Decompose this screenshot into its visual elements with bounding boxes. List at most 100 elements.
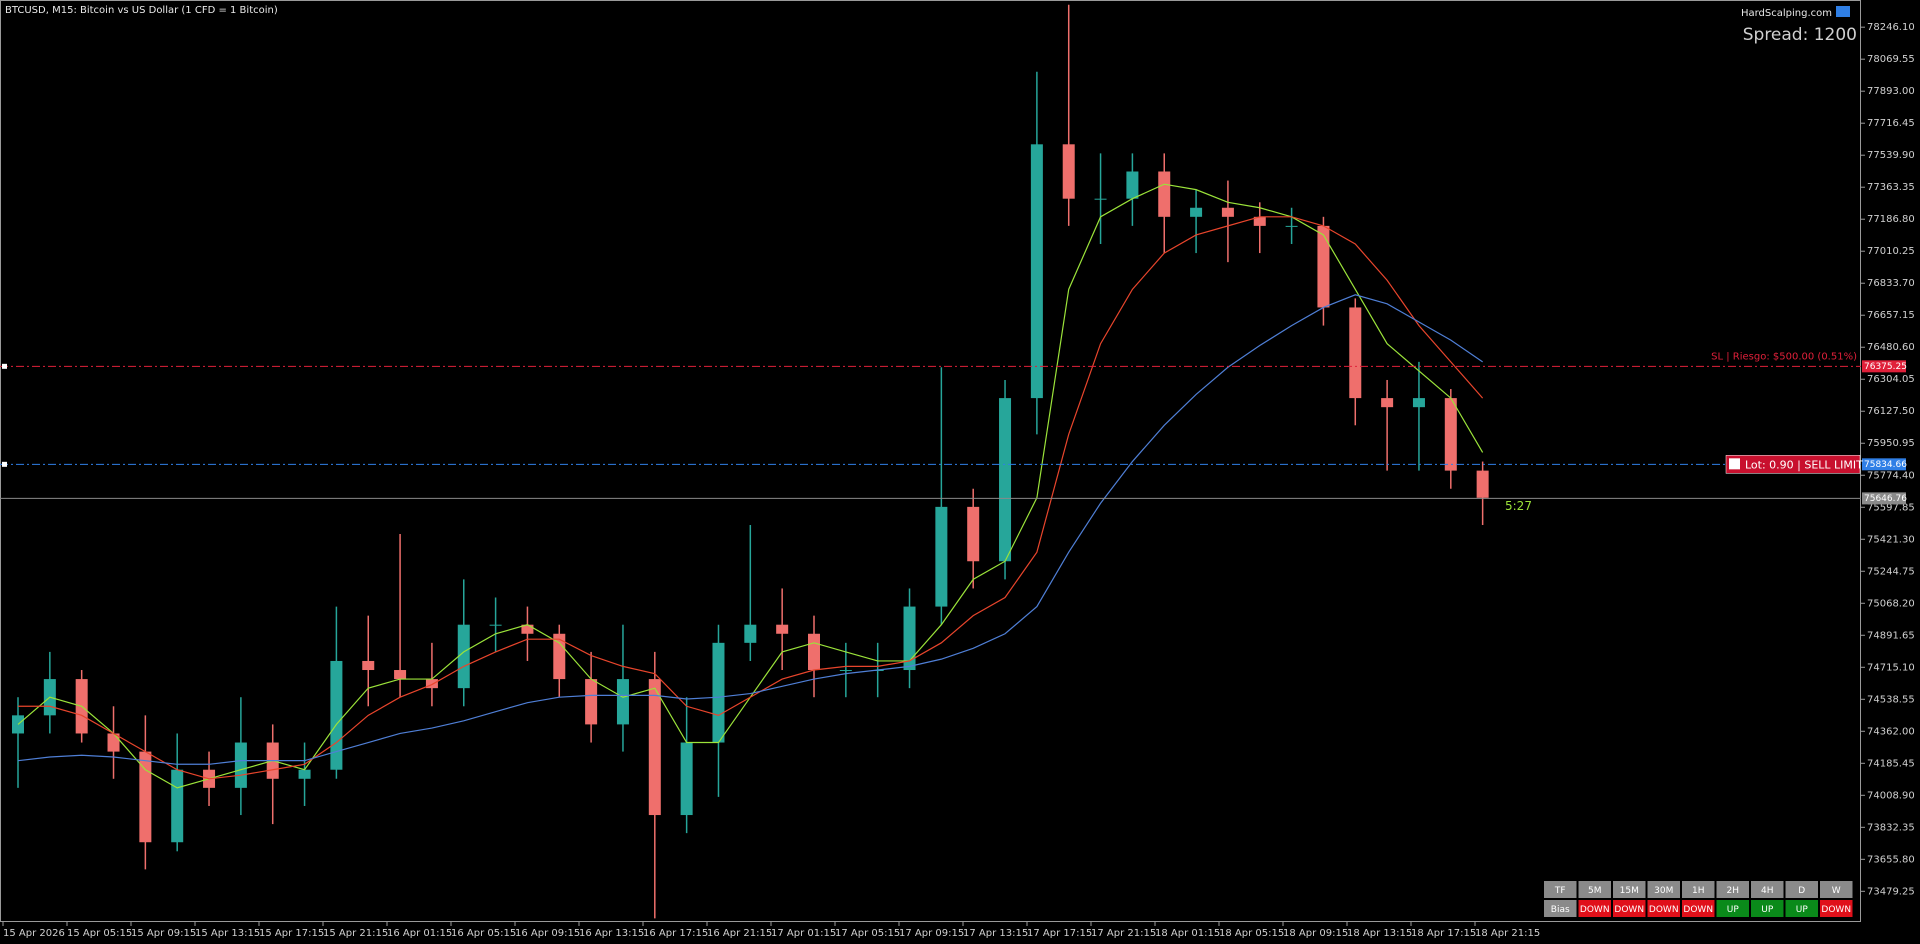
bias-cell	[1613, 881, 1646, 898]
x-tick-label: 17 Apr 13:15	[963, 928, 1028, 939]
bias-cell-text: UP	[1727, 905, 1740, 915]
order-check	[1729, 458, 1740, 470]
bias-cell	[1820, 900, 1853, 917]
y-tick-label: 73655.80	[1867, 854, 1915, 865]
plot-frame	[0, 0, 1861, 922]
bias-cell	[1751, 900, 1784, 917]
moving-average	[17, 294, 1483, 765]
candle-body	[1190, 207, 1203, 217]
bias-cell-text: 5M	[1588, 886, 1602, 896]
candle-body	[1317, 225, 1330, 308]
order-box[interactable]	[1725, 455, 1861, 474]
x-tick-label: 16 Apr 17:15	[643, 928, 708, 939]
candle-body	[935, 506, 948, 607]
brand-icon	[1836, 6, 1850, 17]
candle-body	[1444, 398, 1457, 471]
candle-body	[1221, 207, 1234, 217]
level-handle	[2, 461, 7, 467]
x-tick-label: 18 Apr 01:15	[1155, 928, 1220, 939]
y-tick-label: 77186.80	[1867, 214, 1915, 225]
x-tick-label: 17 Apr 05:15	[835, 928, 900, 939]
bias-cell-text: W	[1832, 886, 1841, 896]
bias-cell	[1682, 900, 1715, 917]
candle-body	[744, 624, 757, 643]
candle-body	[1094, 198, 1107, 200]
bias-cell	[1785, 900, 1818, 917]
x-tick-label: 15 Apr 09:15	[131, 928, 196, 939]
x-tick-label: 16 Apr 05:15	[451, 928, 516, 939]
bias-cell	[1785, 881, 1818, 898]
symbol-title: BTCUSD, M15: Bitcoin vs US Dollar (1 CFD…	[5, 5, 278, 16]
y-tick-label: 76833.70	[1867, 278, 1915, 289]
bias-cell	[1544, 881, 1577, 898]
level-price: 76375.25	[1864, 362, 1907, 372]
x-tick-label: 18 Apr 13:15	[1347, 928, 1412, 939]
bias-cell-text: Bias	[1551, 905, 1570, 915]
candle-body	[648, 679, 661, 816]
bias-cell-text: DOWN	[1649, 905, 1679, 915]
y-tick-label: 75068.20	[1867, 598, 1915, 609]
bias-cell	[1751, 881, 1784, 898]
candle-body	[1476, 470, 1489, 498]
level-price: 75834.66	[1864, 460, 1907, 470]
candle-body	[776, 624, 789, 634]
x-tick-label: 18 Apr 09:15	[1283, 928, 1348, 939]
candle-body	[107, 733, 120, 752]
x-tick-label: 16 Apr 21:15	[707, 928, 772, 939]
candle-body	[616, 679, 629, 725]
candle-body	[12, 715, 24, 734]
x-tick-label: 15 Apr 13:15	[195, 928, 260, 939]
bias-cell-text: 4H	[1761, 886, 1774, 896]
bias-cell-text: 1H	[1692, 886, 1705, 896]
y-tick-label: 76657.15	[1867, 310, 1915, 321]
candle-body	[999, 398, 1012, 562]
candle-body	[234, 742, 247, 788]
candle-body	[839, 670, 852, 672]
bias-cell	[1578, 881, 1611, 898]
bias-cell-text: DOWN	[1614, 905, 1644, 915]
candle-body	[1285, 225, 1298, 227]
x-tick-label: 17 Apr 01:15	[771, 928, 836, 939]
bias-cell-text: UP	[1796, 905, 1809, 915]
candle-body	[903, 606, 916, 671]
candle-body	[1349, 307, 1362, 399]
y-tick-label: 74715.10	[1867, 662, 1915, 673]
bias-cell-text: TF	[1554, 886, 1566, 896]
y-tick-label: 74008.90	[1867, 790, 1915, 801]
bias-cell-text: UP	[1761, 905, 1774, 915]
level-price: 75646.76	[1864, 494, 1907, 504]
candle-body	[1253, 216, 1266, 226]
candle-body	[1126, 171, 1139, 199]
x-tick-label: 15 Apr 2026	[3, 928, 65, 939]
candle-body	[1412, 398, 1425, 408]
y-tick-label: 76127.50	[1867, 406, 1915, 417]
y-tick-label: 76304.05	[1867, 374, 1915, 385]
y-tick-label: 74362.00	[1867, 726, 1915, 737]
x-tick-label: 15 Apr 21:15	[323, 928, 388, 939]
level-price-tag	[1862, 492, 1906, 505]
candle-body	[171, 769, 184, 843]
candle-body	[585, 679, 598, 725]
candle-body	[362, 660, 375, 671]
candle-body	[1030, 144, 1043, 399]
moving-average	[18, 216, 1484, 780]
x-tick-label: 15 Apr 05:15	[67, 928, 132, 939]
bias-cell-text: 15M	[1620, 886, 1639, 896]
y-tick-label: 74538.55	[1867, 694, 1915, 705]
bias-cell-text: DOWN	[1683, 905, 1713, 915]
brand: HardScalping.com	[1741, 8, 1832, 19]
order-label: Lot: 0.90 | SELL LIMIT	[1745, 458, 1863, 471]
x-tick-label: 17 Apr 09:15	[899, 928, 964, 939]
candle-body	[489, 624, 502, 626]
x-tick-label: 18 Apr 05:15	[1219, 928, 1284, 939]
y-tick-label: 75950.95	[1867, 438, 1915, 449]
candle-body	[967, 506, 980, 562]
level-handle	[2, 363, 7, 369]
candle-body	[139, 751, 152, 843]
y-tick-label: 75774.40	[1867, 470, 1915, 481]
candle-body	[1381, 398, 1394, 408]
candle-body	[808, 633, 820, 671]
y-tick-label: 75244.75	[1867, 566, 1915, 577]
